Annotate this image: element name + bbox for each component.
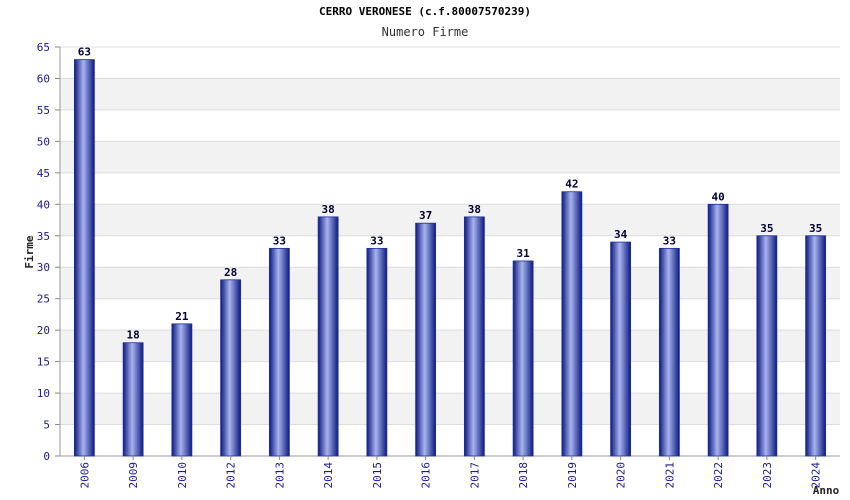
data-label: 33 bbox=[273, 234, 286, 247]
x-tick-label: 2015 bbox=[371, 462, 384, 489]
y-tick-label: 20 bbox=[37, 324, 50, 337]
bar bbox=[610, 241, 632, 457]
x-tick-labels: 2006 2009 2010 2012 2013 2014 2015 2016 2017 2018… bbox=[78, 456, 823, 489]
x-tick-label: 2023 bbox=[761, 462, 774, 489]
bar bbox=[122, 342, 144, 457]
bar bbox=[366, 247, 388, 457]
bar bbox=[805, 235, 827, 457]
data-label: 38 bbox=[322, 203, 335, 216]
data-label: 33 bbox=[370, 234, 383, 247]
bar bbox=[73, 59, 95, 457]
data-label: 42 bbox=[565, 178, 578, 191]
y-tick-label: 45 bbox=[37, 167, 50, 180]
x-tick-label: 2020 bbox=[615, 462, 628, 489]
x-tick-label: 2014 bbox=[322, 462, 335, 489]
x-tick-label: 2012 bbox=[225, 462, 238, 489]
data-label: 40 bbox=[712, 190, 725, 203]
bar bbox=[561, 191, 583, 457]
x-tick-label: 2018 bbox=[517, 462, 530, 489]
bar bbox=[220, 279, 242, 457]
x-tick-label: 2022 bbox=[712, 462, 725, 489]
data-label: 21 bbox=[175, 310, 189, 323]
bar bbox=[512, 260, 534, 457]
x-axis-title: Anno bbox=[813, 484, 840, 497]
chart-subtitle: Numero Firme bbox=[381, 25, 469, 39]
x-tick-label: 2017 bbox=[468, 462, 481, 489]
y-tick-label: 50 bbox=[37, 135, 50, 148]
x-tick-label: 2019 bbox=[566, 462, 579, 489]
chart-title: CERRO VERONESE (c.f.80007570239) bbox=[319, 5, 531, 18]
x-tick-label: 2013 bbox=[273, 462, 286, 489]
data-label: 38 bbox=[468, 203, 481, 216]
bar bbox=[415, 222, 437, 457]
bars bbox=[73, 59, 827, 457]
data-label: 34 bbox=[614, 228, 628, 241]
data-label: 63 bbox=[78, 46, 91, 59]
data-label: 37 bbox=[419, 209, 432, 222]
data-label: 31 bbox=[517, 247, 531, 260]
x-tick-label: 2024 bbox=[810, 462, 823, 489]
y-tick-label: 0 bbox=[43, 450, 50, 463]
grid-bands bbox=[60, 78, 840, 425]
y-tick-label: 10 bbox=[37, 387, 50, 400]
y-tick-label: 15 bbox=[37, 356, 50, 369]
x-tick-label: 2009 bbox=[127, 462, 140, 489]
y-tick-label: 25 bbox=[37, 293, 50, 306]
y-tick-label: 40 bbox=[37, 198, 50, 211]
data-labels: 63 18 21 28 33 38 33 37 38 31 42 34 33 40 35 35 bbox=[78, 46, 823, 342]
data-label: 33 bbox=[663, 234, 676, 247]
y-tick-label: 35 bbox=[37, 230, 50, 243]
bar bbox=[171, 323, 193, 457]
data-label: 18 bbox=[127, 329, 140, 342]
bar bbox=[658, 247, 680, 457]
grid-band bbox=[60, 141, 840, 173]
data-label: 28 bbox=[224, 266, 237, 279]
y-tick-label: 5 bbox=[43, 419, 50, 432]
y-tick-label: 60 bbox=[37, 72, 50, 85]
y-axis-title: Firme bbox=[23, 235, 36, 268]
grid-band bbox=[60, 78, 840, 110]
x-tick-label: 2021 bbox=[663, 462, 676, 489]
y-tick-label: 55 bbox=[37, 104, 50, 117]
y-tick-label: 30 bbox=[37, 261, 50, 274]
y-tick-labels: 0 5 10 15 20 25 30 35 40 45 50 55 60 65 bbox=[37, 41, 50, 463]
bar bbox=[463, 216, 485, 457]
bar bbox=[268, 247, 290, 457]
data-label: 35 bbox=[760, 222, 773, 235]
bar bbox=[756, 235, 778, 457]
x-tick-label: 2010 bbox=[176, 462, 189, 489]
bar bbox=[317, 216, 339, 457]
x-tick-label: 2016 bbox=[420, 462, 433, 489]
bar bbox=[707, 203, 729, 457]
y-tick-label: 65 bbox=[37, 41, 50, 54]
x-tick-label: 2006 bbox=[78, 462, 91, 489]
data-label: 35 bbox=[809, 222, 822, 235]
